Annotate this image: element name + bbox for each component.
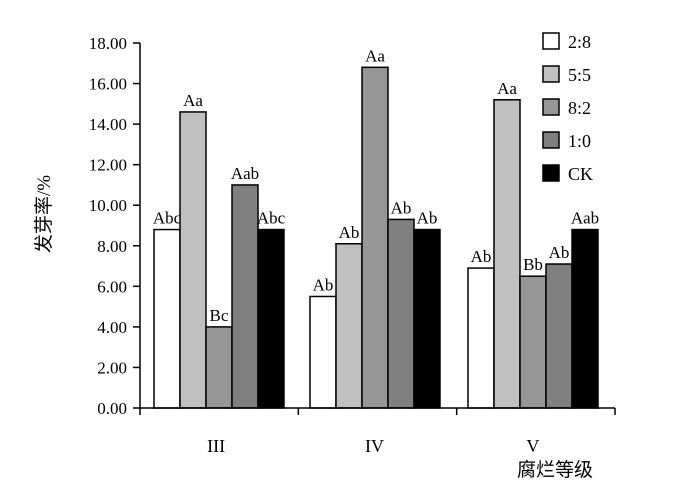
legend-label: 1:0 xyxy=(568,131,591,151)
bar-III-series-1 xyxy=(153,228,181,409)
bar-data-label: Ab xyxy=(471,247,492,266)
bar-V-series-3 xyxy=(519,275,547,409)
bar-III-series-5 xyxy=(257,228,285,409)
y-tick-label: 4.00 xyxy=(97,318,127,337)
y-tick-label: 16.00 xyxy=(89,75,127,94)
legend-swatch xyxy=(542,164,560,182)
axes-group xyxy=(139,43,615,409)
bar-data-label: Aab xyxy=(231,164,259,183)
bar-IV-series-1 xyxy=(309,295,337,409)
bar-data-label: Aa xyxy=(183,91,203,110)
y-ticks-group: 0.00 2.00 4.00 6.00 8.00 10.00 12.00 14.00 16.00… xyxy=(89,34,140,418)
y-tick-label: 18.00 xyxy=(89,34,127,53)
bar-III-series-2 xyxy=(179,111,207,409)
y-tick-label: 6.00 xyxy=(97,277,127,296)
bar-III-series-4 xyxy=(231,184,259,409)
x-category-label: III xyxy=(207,436,225,456)
bar-V-series-4 xyxy=(545,263,573,409)
y-tick-label: 2.00 xyxy=(97,358,127,377)
legend-label: 8:2 xyxy=(568,98,591,118)
x-axis-title: 腐烂等级 xyxy=(517,459,593,481)
y-tick-label: 0.00 xyxy=(97,399,127,418)
legend-label: 2:8 xyxy=(568,32,591,52)
legend: 2:8 5:5 8:2 1:0 CK xyxy=(542,32,593,184)
legend-label: 5:5 xyxy=(568,65,591,85)
y-tick-label: 8.00 xyxy=(97,237,127,256)
x-category-label: IV xyxy=(365,436,384,456)
bar-data-label: Abc xyxy=(153,209,182,228)
bar-V-series-1 xyxy=(467,267,495,409)
bar-IV-series-3 xyxy=(361,66,389,409)
bar-data-label: Ab xyxy=(339,223,360,242)
y-tick-label: 12.00 xyxy=(89,156,127,175)
bar-data-label: Ab xyxy=(549,243,570,262)
y-tick-label: 14.00 xyxy=(89,115,127,134)
bars-group xyxy=(153,66,599,409)
y-axis-title: 发芽率/% xyxy=(33,175,55,253)
bar-data-label: Ab xyxy=(417,209,438,228)
bar-data-label: Ab xyxy=(313,275,334,294)
legend-swatch xyxy=(542,98,560,116)
bar-V-series-5 xyxy=(571,228,599,409)
bar-data-label: Aa xyxy=(497,79,517,98)
bar-data-label: Aa xyxy=(365,46,385,65)
y-tick-label: 10.00 xyxy=(89,196,127,215)
legend-swatch xyxy=(542,65,560,83)
bar-data-label: Ab xyxy=(391,198,412,217)
bar-V-series-2 xyxy=(493,99,521,409)
bar-data-label: Abc xyxy=(257,209,286,228)
bar-data-label: Aab xyxy=(571,209,599,228)
bar-IV-series-2 xyxy=(335,243,363,409)
legend-swatch xyxy=(542,131,560,149)
x-category-label: V xyxy=(526,436,539,456)
legend-swatch xyxy=(542,32,560,50)
bar-IV-series-4 xyxy=(387,218,415,409)
bar-IV-series-5 xyxy=(413,228,441,409)
x-ticks-group: III IV V xyxy=(139,408,616,456)
bar-III-series-3 xyxy=(205,326,233,409)
bar-data-label: Bb xyxy=(523,255,543,274)
bar-data-label: Bc xyxy=(210,306,229,325)
legend-label: CK xyxy=(568,164,593,184)
